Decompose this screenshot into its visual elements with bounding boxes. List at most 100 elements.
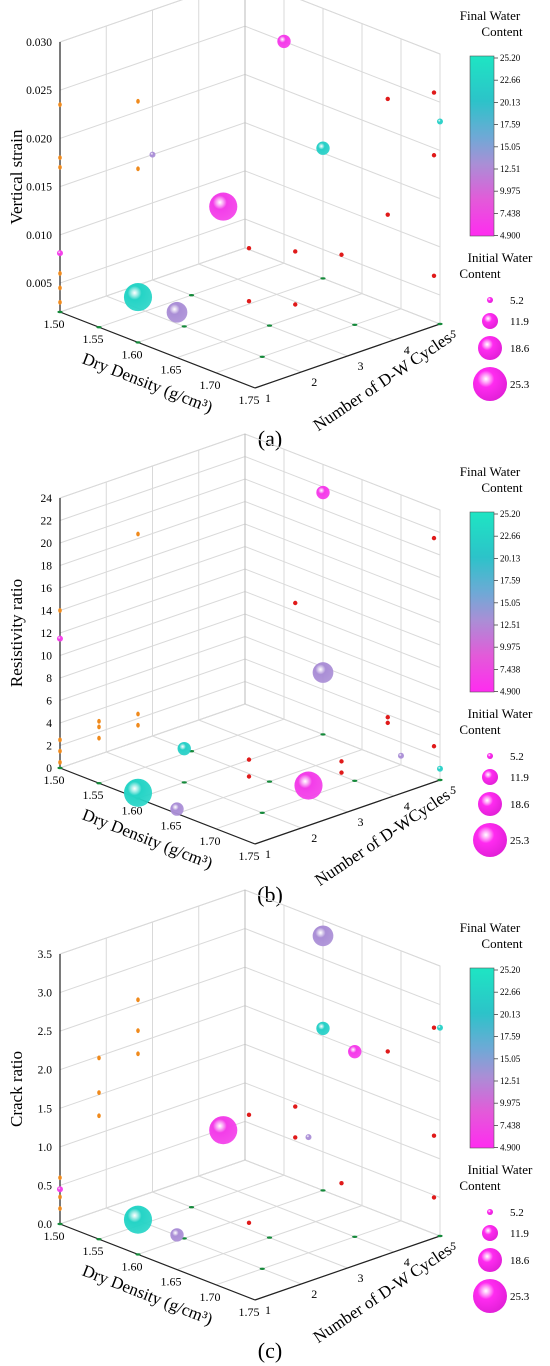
x-tick-label: 1.55: [83, 332, 104, 346]
projection-point-red: [385, 96, 390, 102]
data-bubble: [316, 1021, 330, 1036]
colorbar-tick-label: 25.20: [500, 53, 521, 63]
size-legend-bubble: [487, 753, 493, 759]
projection-point-green: [259, 1267, 265, 1270]
size-legend-bubble: [482, 1225, 498, 1241]
projection-point-red: [431, 153, 437, 158]
y-tick-label: 0: [46, 763, 52, 775]
x-gridline: [176, 23, 363, 359]
x-tick-label: 1.50: [44, 317, 65, 331]
projection-point-red: [246, 774, 252, 779]
projection-point-green: [266, 324, 273, 327]
projection-point-green: [266, 1236, 273, 1239]
y-gridline: [59, 613, 441, 691]
data-bubble: [277, 34, 291, 49]
colorbar-tick-label: 25.20: [500, 965, 521, 975]
size-legend-title-line2: Content: [459, 722, 501, 737]
projection-point-red: [431, 1133, 437, 1138]
z-gridline: [105, 938, 302, 1285]
x-axis-label: Dry Density (g/cm³): [80, 349, 216, 417]
y-gridline: [59, 889, 441, 967]
projection-point-green: [352, 1235, 358, 1238]
projection-point-green: [181, 781, 187, 784]
y-gridline: [59, 1082, 441, 1160]
projection-point-orange: [58, 155, 62, 161]
z-tick-label: 3: [358, 1271, 364, 1285]
y-tick-label: 14: [41, 606, 53, 618]
y-tick-label: 24: [41, 493, 53, 505]
y-tick-label: 20: [41, 538, 53, 550]
colorbar-tick-label: 15.05: [500, 598, 521, 608]
y-tick-label: 0.010: [26, 230, 52, 242]
projection-point-red: [293, 249, 298, 254]
x-tick-label: 1.50: [44, 773, 65, 787]
x-tick-label: 1.60: [122, 347, 143, 361]
z-gridline: [244, 0, 441, 325]
x-axis-line: [59, 1223, 256, 1301]
y-gridline: [59, 500, 441, 578]
y-tick-label: 0.025: [26, 85, 52, 97]
size-legend-label: 11.9: [510, 1228, 529, 1240]
size-legend-bubble: [487, 297, 493, 303]
y-gridline: [59, 680, 441, 758]
colorbar-tick-label: 9.975: [500, 642, 521, 652]
x-tick-label: 1.65: [161, 1275, 182, 1289]
data-bubble: [316, 141, 330, 155]
projection-point-green: [57, 1222, 63, 1226]
y-gridline: [59, 928, 441, 1006]
x-tick-label: 1.75: [239, 393, 260, 407]
projection-point-orange: [97, 735, 101, 741]
x-tick-label: 1.70: [200, 378, 221, 392]
colorbar-tick-label: 17.59: [500, 576, 521, 586]
colorbar-tick-label: 22.66: [500, 987, 521, 997]
projection-point-orange: [97, 1055, 101, 1061]
y-tick-label: 0.0: [38, 1219, 53, 1231]
y-tick-label: 0.020: [26, 133, 52, 145]
x-tick-label: 1.55: [83, 788, 104, 802]
colorbar-tick-label: 15.05: [500, 1054, 521, 1064]
size-legend-label: 5.2: [510, 751, 524, 763]
projection-point-orange: [136, 711, 140, 717]
projection-point-green: [437, 322, 443, 326]
projection-point-green: [320, 277, 326, 280]
x-axis-label: Dry Density (g/cm³): [80, 805, 216, 873]
size-legend-label: 25.3: [510, 835, 530, 847]
y-tick-label: 12: [41, 628, 53, 640]
data-bubble: [312, 925, 334, 947]
x-axis-line: [59, 311, 256, 389]
projection-point-orange: [58, 737, 62, 743]
projection-point-orange: [136, 997, 140, 1003]
size-legend-bubble: [482, 769, 498, 785]
z-gridline: [198, 906, 394, 1253]
y-gridline: [59, 1043, 441, 1121]
size-legend-label: 25.3: [510, 379, 530, 391]
z-axis-line: [254, 323, 441, 389]
projection-point-orange: [58, 285, 62, 291]
size-legend-bubble: [478, 1248, 502, 1272]
z-tick-label: 5: [450, 327, 456, 341]
projection-point-orange: [136, 166, 140, 172]
projection-point-orange: [58, 759, 62, 765]
projection-point-orange: [58, 748, 62, 754]
projection-point-green: [437, 1234, 443, 1238]
colorbar-tick-label: 9.975: [500, 1098, 521, 1108]
projection-point-orange: [58, 1194, 62, 1200]
y-gridline: [59, 433, 441, 511]
colorbar: [469, 967, 495, 1149]
y-gridline: [59, 523, 441, 601]
size-legend-bubble: [473, 367, 507, 401]
projection-point-orange: [97, 718, 101, 724]
projection-point-red: [293, 600, 298, 606]
chart-panel-2: 0246810121416182022241.501.551.601.651.7…: [7, 433, 533, 907]
colorbar-tick-label: 4.900: [500, 1143, 521, 1153]
projection-point-orange: [58, 1175, 62, 1181]
projection-point-green: [266, 780, 273, 783]
y-tick-label: 22: [41, 516, 53, 528]
x-tick-label: 1.65: [161, 363, 182, 377]
projection-point-red: [339, 1180, 344, 1186]
colorbar-tick-label: 20.13: [500, 1009, 521, 1019]
data-bubble: [123, 1205, 153, 1234]
z-tick-label: 5: [450, 1239, 456, 1253]
size-legend-label: 25.3: [510, 1291, 530, 1303]
z-gridline: [105, 26, 302, 373]
